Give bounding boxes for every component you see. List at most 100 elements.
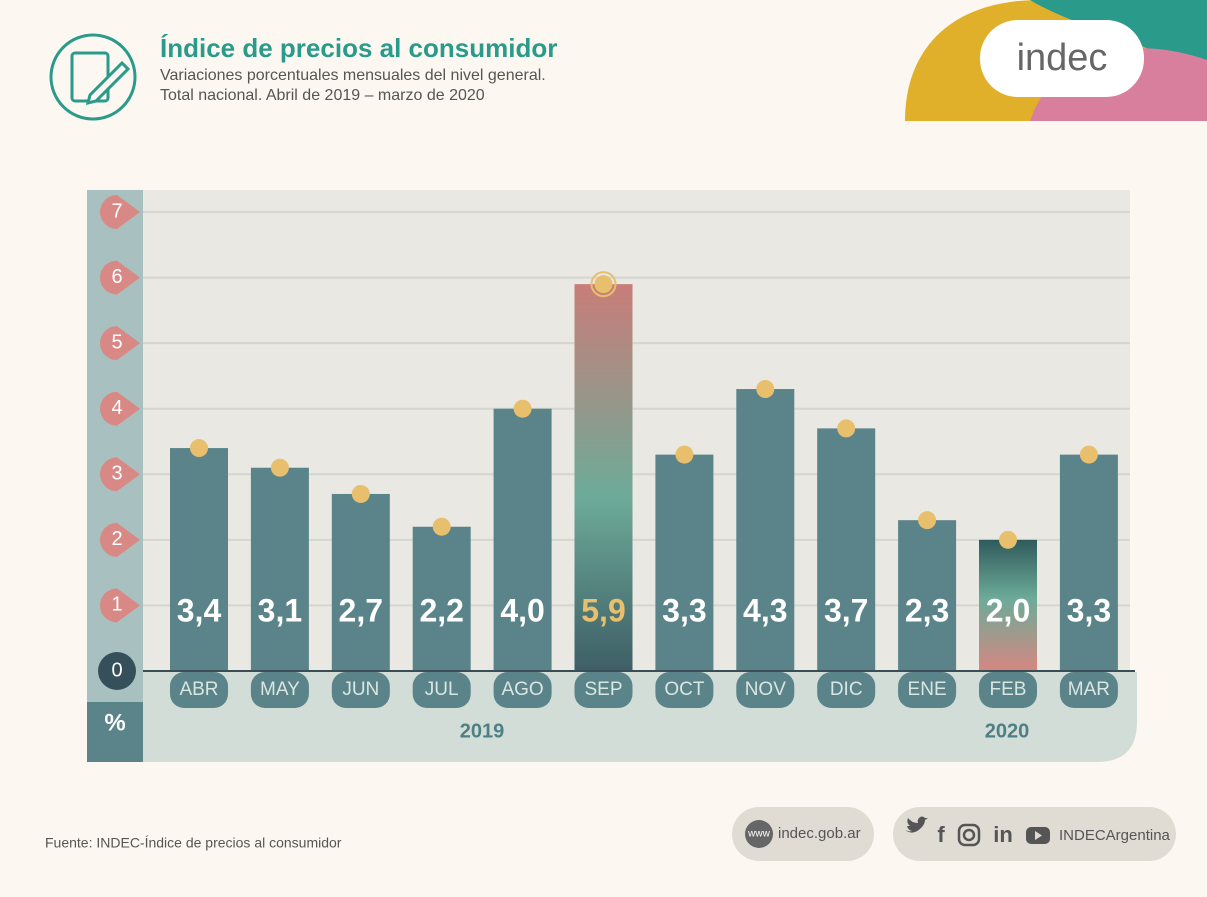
y-tick-marker <box>100 588 140 623</box>
value-label: 3,4 <box>177 592 222 628</box>
bar <box>170 448 228 671</box>
x-tick-label: SEP <box>584 679 622 700</box>
x-tick-label: FEB <box>990 679 1027 700</box>
web-link: indec.gob.ar <box>778 825 861 842</box>
subtitle: Variaciones porcentuales mensuales del n… <box>160 67 546 84</box>
bar <box>898 520 957 671</box>
bar <box>817 428 876 671</box>
x-tick-label: ABR <box>179 679 218 700</box>
bar <box>250 467 309 671</box>
category-pill <box>412 672 471 708</box>
logo-text: indec <box>1017 37 1108 79</box>
chart: 0 1 2 3 4 5 6 7 ABR 3,4 MAY 3,1 JUN 2,7 JUL 2,2 AGO 4,0 SE… <box>98 195 1130 708</box>
x-tick-label: ENE <box>908 679 947 700</box>
logo: indec <box>905 0 1207 121</box>
linkedin-icon: in <box>993 822 1013 847</box>
web-icon-text: www <box>747 829 770 840</box>
x-tick-label: DIC <box>830 679 863 700</box>
value-marker <box>918 511 937 530</box>
category-pill <box>331 672 390 708</box>
value-marker <box>513 399 532 418</box>
y-tick-marker <box>100 391 140 426</box>
title: Índice de precios al consumidor <box>160 33 557 63</box>
value-label: 2,0 <box>986 592 1030 628</box>
value-marker <box>675 445 694 464</box>
value-label: 4,0 <box>500 592 544 628</box>
value-marker <box>999 530 1017 549</box>
value-label: 3,3 <box>662 592 706 628</box>
bar <box>574 284 633 671</box>
y-tick-label: 5 <box>111 331 122 353</box>
x-tick-label: NOV <box>745 679 787 700</box>
value-marker <box>190 439 208 458</box>
category-pill <box>898 672 957 708</box>
x-tick-label: MAR <box>1068 679 1110 700</box>
value-label: 4,3 <box>743 592 787 628</box>
bar <box>493 408 552 671</box>
category-pill <box>1059 672 1118 708</box>
twitter-icon <box>905 816 928 833</box>
web-icon <box>745 820 773 848</box>
value-marker <box>270 458 289 477</box>
unit-label: % <box>104 709 125 736</box>
source: Fuente: INDEC-Índice de precios al consu… <box>45 835 342 851</box>
y-tick-marker <box>100 260 140 295</box>
value-label: 2,3 <box>905 592 949 628</box>
web-pill <box>732 807 874 861</box>
value-marker <box>837 419 856 438</box>
facebook-icon: f <box>937 822 945 847</box>
subtitle: Total nacional. Abril de 2019 – marzo de… <box>160 87 485 104</box>
x-tick-label: JUN <box>342 679 379 700</box>
category-pill <box>574 672 633 708</box>
year-label: 2019 <box>460 720 505 742</box>
value-label: 2,7 <box>339 592 383 628</box>
value-marker <box>351 484 370 503</box>
value-marker <box>1079 445 1098 464</box>
y-tick-label: 0 <box>111 659 122 681</box>
social-handle: INDECArgentina <box>1059 827 1171 844</box>
x-tick-label: MAY <box>260 679 300 700</box>
y-tick-label: 4 <box>111 397 122 419</box>
bar <box>655 454 714 671</box>
value-label: 2,2 <box>419 592 463 628</box>
category-pill <box>817 672 876 708</box>
bar <box>1059 454 1118 671</box>
instagram-icon <box>957 823 981 847</box>
value-label: 5,9 <box>581 592 625 628</box>
value-marker <box>432 517 451 536</box>
value-label: 3,3 <box>1067 592 1111 628</box>
y-tick-marker <box>100 522 140 557</box>
bar <box>736 389 795 671</box>
y-tick-label: 7 <box>111 200 122 222</box>
y-tick-marker <box>100 195 140 229</box>
unit-box <box>87 702 143 762</box>
web-badge[interactable]: www indec.gob.ar <box>732 807 874 861</box>
y-tick-label: 3 <box>111 463 122 485</box>
category-pill <box>493 672 552 708</box>
bar <box>331 493 390 671</box>
category-pill <box>979 672 1037 708</box>
social-badge[interactable]: f in INDECArgentina <box>893 807 1176 861</box>
value-marker <box>756 380 775 399</box>
y-tick-label: 2 <box>111 528 122 550</box>
category-pill <box>250 672 309 708</box>
y-tick-marker <box>100 326 140 361</box>
value-label: 3,7 <box>824 592 868 628</box>
youtube-play <box>1035 831 1042 840</box>
x-tick-label: OCT <box>664 679 705 700</box>
y-tick-marker <box>98 652 136 690</box>
x-tick-label: JUL <box>425 679 459 700</box>
marker-halo <box>590 271 617 298</box>
header-icon <box>49 33 137 121</box>
y-tick-label: 6 <box>111 266 122 288</box>
axis-band <box>143 672 1137 762</box>
category-pill <box>736 672 795 708</box>
y-tick-label: 1 <box>111 594 122 616</box>
instagram-icon-lens <box>962 828 976 842</box>
year-label: 2020 <box>985 720 1030 742</box>
value-marker <box>594 275 613 294</box>
category-pill <box>655 672 714 708</box>
value-label: 3,1 <box>258 592 302 628</box>
